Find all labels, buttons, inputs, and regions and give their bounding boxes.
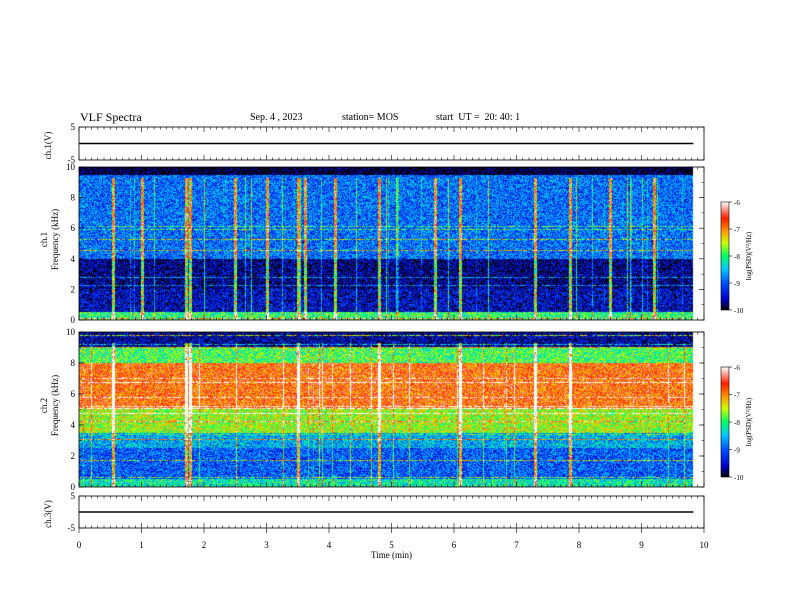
x-tick-label-7: 7 — [514, 540, 519, 550]
ch1-spectrogram-image — [79, 167, 704, 320]
x-tick-label-9: 9 — [639, 540, 644, 550]
ch1-waveform-ylabel: ch.1(V) — [43, 132, 53, 160]
ch1-spectrogram-ytick-label: 2 — [71, 284, 76, 294]
ch1-spectrogram-colorbar-tick-label: -10 — [734, 307, 744, 315]
ch1-waveform-ylabel-line-0: ch.1(V) — [43, 132, 53, 160]
ch1-spectrogram-ylabel: ch.1 Frequency (kHz) — [39, 209, 60, 270]
ch2-spectrogram-ytick-label: 10 — [66, 327, 76, 337]
x-tick-label-8: 8 — [577, 540, 582, 550]
ch1-spectrogram-ytick-label: 10 — [66, 162, 76, 172]
ch2-spectrogram-ylabel-line-1: Frequency (kHz) — [50, 375, 60, 436]
ch1-spectrogram-ytick-label: 0 — [71, 315, 76, 325]
station-label: station= MOS — [342, 112, 399, 123]
ch2-spectrogram-image — [79, 332, 704, 487]
x-tick-label-5: 5 — [389, 540, 394, 550]
ch2-spectrogram-colorbar-label: log(PSD)(V²/Hz) — [745, 397, 753, 446]
x-tick-label-4: 4 — [327, 540, 332, 550]
x-axis-label: Time (min) — [371, 550, 412, 560]
ch1-spectrogram-ytick-label: 4 — [71, 254, 76, 264]
x-tick-label-3: 3 — [264, 540, 269, 550]
ch2-spectrogram-colorbar-tick-label: -8 — [734, 419, 740, 427]
ch3-waveform-ytick-label: -5 — [68, 523, 76, 533]
ch1-spectrogram-colorbar-label: log(PSD)(V²/Hz) — [745, 231, 753, 280]
ch1-spectrogram-colorbar-bar — [720, 201, 730, 311]
ch1-spectrogram-ylabel-line-1: Frequency (kHz) — [50, 209, 60, 270]
ch1-spectrogram-colorbar-tick-label: -9 — [734, 280, 740, 288]
ch3-waveform-ylabel: ch.3(V) — [43, 500, 53, 528]
x-tick-label-0: 0 — [77, 540, 82, 550]
x-tick-label-6: 6 — [452, 540, 457, 550]
ch2-spectrogram-ylabel-line-0: ch.2 — [39, 398, 49, 413]
ch2-spectrogram-ytick-label: 4 — [71, 420, 76, 430]
ch2-spectrogram-colorbar-bar — [720, 366, 730, 478]
ch2-spectrogram-ylabel: ch.2 Frequency (kHz) — [39, 375, 60, 436]
ch3-waveform-ylabel-line-0: ch.3(V) — [43, 500, 53, 528]
ch2-spectrogram-image-canvas — [79, 332, 704, 487]
ch2-spectrogram-colorbar-tick-label: -6 — [734, 364, 740, 372]
ch1-spectrogram-colorbar-tick-label: -7 — [734, 226, 740, 234]
ch1-spectrogram-colorbar-tick-label: -8 — [734, 253, 740, 261]
ch1-waveform-ytick-label: -5 — [68, 155, 76, 165]
ch1-spectrogram-ytick-label: 6 — [71, 223, 76, 233]
ch2-spectrogram-ytick-label: 6 — [71, 389, 76, 399]
ch2-spectrogram-ytick-label: 0 — [71, 482, 76, 492]
ch2-spectrogram-colorbar-tick-label: -9 — [734, 447, 740, 455]
ch1-waveform-ytick-label: 5 — [71, 122, 76, 132]
ch2-spectrogram-ytick-label: 2 — [71, 451, 76, 461]
date-label: Sep. 4 , 2023 — [250, 112, 303, 123]
ch2-spectrogram-colorbar-label-group: log(PSD)(V²/Hz) — [745, 397, 753, 446]
ch2-spectrogram-colorbar-tick-label: -7 — [734, 392, 740, 400]
ch2-spectrogram-colorbar-tick-label: -10 — [734, 474, 744, 482]
ch1-spectrogram-colorbar-label-group: log(PSD)(V²/Hz) — [745, 231, 753, 280]
ch3-waveform-ytick-label: 5 — [71, 491, 76, 501]
ch1-spectrogram-colorbar-tick-label: -6 — [734, 199, 740, 207]
start-time-label: start UT = 20: 40: 1 — [436, 112, 521, 123]
ch2-spectrogram-ytick-label: 8 — [71, 358, 76, 368]
x-tick-label-2: 2 — [202, 540, 207, 550]
chart-title: VLF Spectra — [80, 110, 142, 124]
x-tick-label-1: 1 — [139, 540, 144, 550]
ch1-spectrogram-image-canvas — [79, 167, 704, 320]
x-tick-label-10: 10 — [700, 540, 710, 550]
ch1-spectrogram-ytick-label: 8 — [71, 193, 76, 203]
ch1-spectrogram-ylabel-line-0: ch.1 — [39, 232, 49, 247]
